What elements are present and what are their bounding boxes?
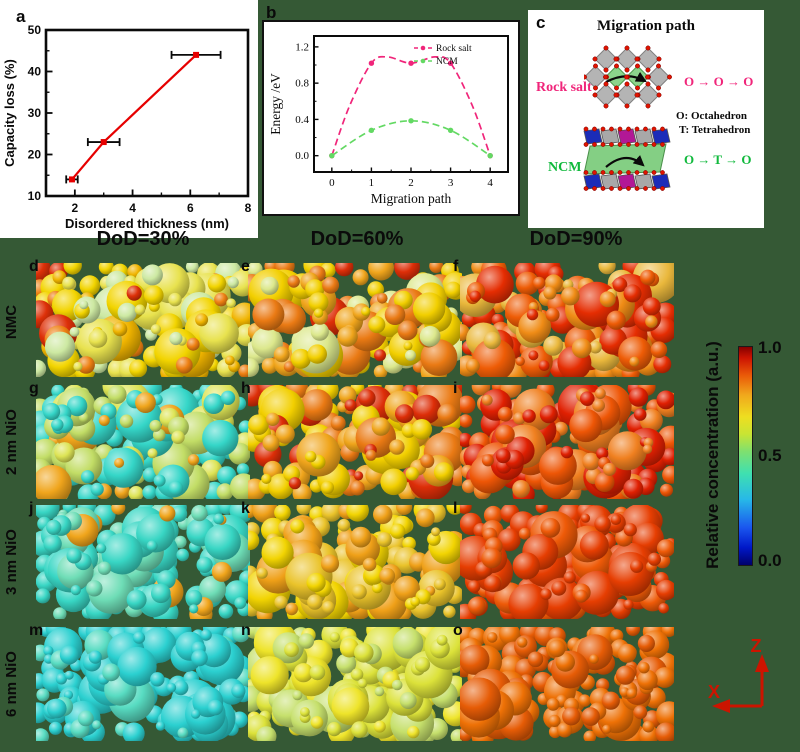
panel-label-m: m	[29, 622, 44, 639]
panel-label-j: j	[29, 500, 34, 517]
particle-panel-l: l	[452, 499, 677, 627]
svg-text:Energy /eV: Energy /eV	[268, 73, 283, 135]
particle-render-n	[237, 616, 471, 747]
panel-label-c: c	[536, 13, 546, 32]
header-dod-30: DoD=30%	[96, 228, 190, 250]
particle-render-m	[27, 616, 253, 746]
svg-text:1.2: 1.2	[295, 41, 309, 53]
panel-label-n: n	[241, 622, 251, 639]
panel-label-e: e	[241, 258, 250, 275]
particle-panel-h: h	[239, 375, 469, 503]
svg-text:2: 2	[72, 201, 79, 215]
svg-text:6: 6	[187, 201, 194, 215]
panel-label-a: a	[16, 7, 26, 26]
particle-panel-m: m	[27, 616, 253, 746]
svg-text:Capacity loss (%): Capacity loss (%)	[2, 59, 17, 167]
migration-energy-chart: 0 1 2 3 4 0.0 0.4 0.8 1.2 Migration path Energy /e…	[264, 22, 518, 219]
particle-render-d	[23, 255, 258, 383]
panel-label-f: f	[453, 258, 459, 275]
particle-panel-g: g	[27, 372, 258, 506]
particle-render-i	[457, 376, 684, 506]
rock-salt-path-text: O → O → O	[684, 74, 754, 89]
svg-text:0.8: 0.8	[295, 78, 309, 90]
panel-label-k: k	[241, 500, 250, 517]
svg-text:Rock salt: Rock salt	[436, 44, 472, 54]
z-arrowhead-icon	[755, 654, 769, 672]
particle-panel-o: o	[451, 620, 683, 750]
svg-text:50: 50	[28, 23, 42, 37]
panel-label-i: i	[453, 380, 458, 397]
row-label-2nm-nio: 2 nm NiO	[3, 409, 20, 475]
svg-text:2: 2	[408, 177, 414, 189]
svg-text:4: 4	[487, 177, 493, 189]
xz-axes-indicator: Z X	[708, 636, 769, 713]
ncm-path-text: O → T → O	[684, 152, 752, 167]
colorbar-tick-max: 1.0	[758, 338, 782, 357]
svg-text:Disordered thickness (nm): Disordered thickness (nm)	[65, 216, 229, 231]
particle-panel-i: i	[453, 376, 684, 506]
particle-panel-n: n	[237, 616, 471, 747]
z-axis-label: Z	[751, 636, 762, 656]
svg-text:Migration path: Migration path	[371, 191, 452, 206]
tetrahedron-note: T: Tetrahedron	[679, 124, 751, 136]
panel-label-l: l	[453, 500, 458, 517]
particle-panel-j: j	[29, 494, 260, 626]
svg-text:3: 3	[448, 177, 454, 189]
panel-b: 0 1 2 3 4 0.0 0.4 0.8 1.2 Migration path Energy /e…	[262, 20, 520, 216]
svg-text:NCM: NCM	[436, 57, 458, 67]
particle-render-k	[240, 497, 467, 624]
octahedron-note: O: Octahedron	[676, 110, 747, 122]
x-arrowhead-icon	[712, 699, 730, 713]
particle-render-h	[239, 375, 469, 503]
svg-text:0.4: 0.4	[295, 114, 309, 126]
panel-label-o: o	[453, 622, 463, 639]
particle-render-f	[452, 252, 681, 387]
particle-render-g	[27, 372, 258, 506]
header-dod-90: DoD=90%	[529, 228, 623, 250]
particle-panel-d: d	[23, 255, 258, 383]
particle-render-o	[451, 620, 683, 750]
svg-text:8: 8	[245, 201, 252, 215]
panel-label-b: b	[266, 3, 277, 22]
particle-render-l	[452, 499, 677, 627]
particle-panel-k: k	[240, 497, 467, 624]
svg-text:4: 4	[129, 201, 136, 215]
svg-text:20: 20	[28, 148, 42, 162]
svg-text:1: 1	[369, 177, 375, 189]
panel-label-h: h	[241, 380, 251, 397]
x-axis-label: X	[708, 682, 720, 702]
colorbar-label: Relative concentration (a.u.)	[703, 341, 722, 569]
row-label-3nm-nio: 3 nm NiO	[3, 529, 20, 595]
row-label-6nm-nio: 6 nm NiO	[3, 651, 20, 717]
panel-c: c Migration path Rock salt NCM O → O → O…	[528, 10, 764, 228]
rock-salt-label: Rock salt	[536, 80, 592, 95]
colorbar-tick-mid: 0.5	[758, 446, 782, 465]
colorbar-tick-min: 0.0	[758, 551, 782, 570]
panel-label-g: g	[29, 380, 39, 397]
svg-text:0.0: 0.0	[295, 150, 309, 162]
svg-text:10: 10	[28, 189, 42, 203]
particle-panel-e: e	[237, 253, 470, 386]
particle-panel-f: f	[452, 252, 681, 387]
capacity-loss-chart: 2 4 6 8 10 20 30 40 50 Disordered thickness (nm) C…	[0, 0, 258, 243]
panel-label-d: d	[29, 258, 39, 275]
svg-text:0: 0	[329, 177, 335, 189]
ncm-label: NCM	[548, 160, 582, 175]
panel-c-title: Migration path	[597, 18, 695, 34]
colorbar	[738, 346, 753, 566]
svg-text:30: 30	[28, 106, 42, 120]
header-dod-60: DoD=60%	[310, 228, 404, 250]
ncm-structure	[583, 126, 671, 191]
particle-render-e	[237, 253, 470, 386]
row-label-nmc: NMC	[3, 304, 20, 340]
particle-render-j	[30, 494, 260, 626]
rock-salt-structure	[584, 45, 672, 109]
panel-a: a 2 4 6 8 10 20 30 40 50 Disordered thickness (nm…	[0, 0, 258, 238]
svg-text:40: 40	[28, 65, 42, 79]
